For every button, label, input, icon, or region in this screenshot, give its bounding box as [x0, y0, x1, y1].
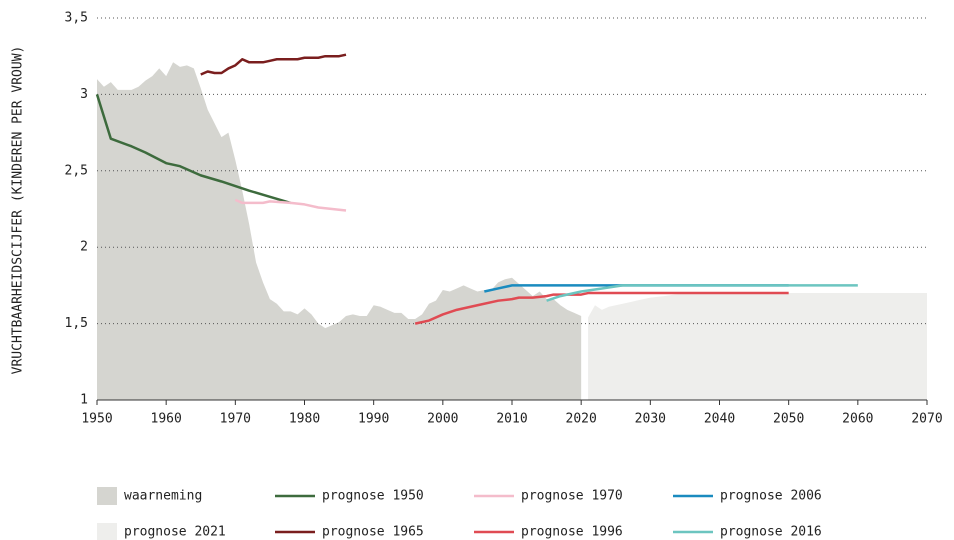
legend-label: prognose 1965 [322, 525, 424, 540]
legend-label: prognose 1996 [521, 525, 623, 540]
areas [97, 62, 927, 400]
x-tick-label: 2060 [842, 412, 873, 427]
y-tick-label: 3,5 [65, 11, 88, 26]
line [414, 291, 789, 325]
y-tick-label: 2,5 [65, 163, 88, 178]
legend-label: prognose 2006 [720, 489, 822, 504]
legend-label: prognose 1970 [521, 489, 623, 504]
x-tick-label: 2010 [496, 412, 527, 427]
x-tick-label: 1960 [151, 412, 182, 427]
y-tick-label: 3 [80, 87, 88, 102]
x-tick-label: 1980 [289, 412, 320, 427]
line [95, 94, 292, 205]
line [546, 284, 858, 302]
x-tick-label: 1970 [220, 412, 251, 427]
line [234, 198, 347, 212]
legend-swatch [97, 523, 117, 540]
legend-label: prognose 2016 [720, 525, 822, 540]
y-axis-label: VRUCHTBAARHEIDSCIJFER (KINDEREN PER VROU… [11, 46, 26, 375]
y-tick-label: 1 [80, 393, 88, 408]
lines [95, 53, 858, 325]
area [588, 293, 927, 400]
x-tick-label: 2070 [911, 412, 942, 427]
line [200, 53, 347, 76]
x-tick-label: 2020 [566, 412, 597, 427]
area [97, 62, 582, 400]
x-tick-label: 1990 [358, 412, 389, 427]
x-tick-label: 2050 [773, 412, 804, 427]
x-tick-label: 2030 [635, 412, 666, 427]
x-tick-label: 2000 [427, 412, 458, 427]
legend-label: prognose 2021 [124, 525, 226, 540]
legend-label: waarneming [124, 489, 202, 504]
y-tick-label: 2 [80, 240, 88, 255]
legend-swatch [97, 487, 117, 505]
y-tick-label: 1,5 [65, 316, 88, 331]
x-tick-label: 2040 [704, 412, 735, 427]
legend-label: prognose 1950 [322, 489, 424, 504]
x-tick-label: 1950 [81, 412, 112, 427]
